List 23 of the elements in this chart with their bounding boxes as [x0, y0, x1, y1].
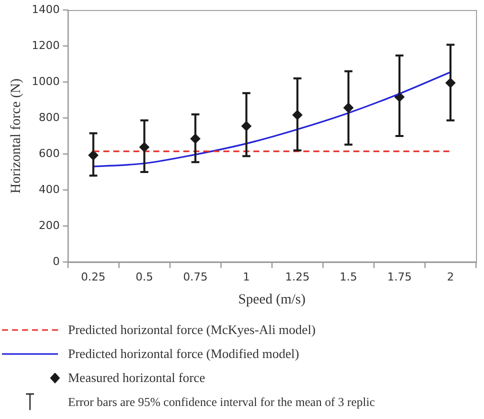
- x-tick-label: 1.5: [340, 270, 358, 284]
- x-tick-label: 0.75: [183, 270, 208, 284]
- x-axis-title: Speed (m/s): [238, 292, 306, 308]
- y-tick-label: 1200: [32, 38, 60, 52]
- y-tick-label: 1400: [32, 2, 60, 16]
- legend-label: Measured horizontal force: [68, 370, 206, 386]
- y-tick-label: 600: [38, 146, 60, 160]
- y-tick-label: 800: [38, 110, 60, 124]
- line-series: [92, 71, 452, 168]
- x-tick-label: 0.5: [136, 270, 154, 284]
- y-tick-label: 200: [38, 218, 60, 232]
- x-tick-label: 1: [242, 270, 250, 284]
- x-tick-label: 2: [446, 270, 454, 284]
- x-tick-label: 0.25: [81, 270, 106, 284]
- y-tick-label: 1000: [32, 74, 60, 88]
- legend-label: Predicted horizontal force (Modified model): [68, 346, 300, 362]
- x-tick-label: 1.25: [285, 270, 310, 284]
- y-tick-label: 0: [52, 254, 60, 268]
- x-tick-label: 1.75: [387, 270, 412, 284]
- legend-label: Predicted horizontal force (McKyes-Ali model): [68, 322, 316, 338]
- y-axis-title: Horizontal force (N): [9, 78, 24, 194]
- text: Error bars are 95% confidence interval for the mean of 3 replic: [68, 394, 375, 410]
- y-tick-label: 400: [38, 182, 60, 196]
